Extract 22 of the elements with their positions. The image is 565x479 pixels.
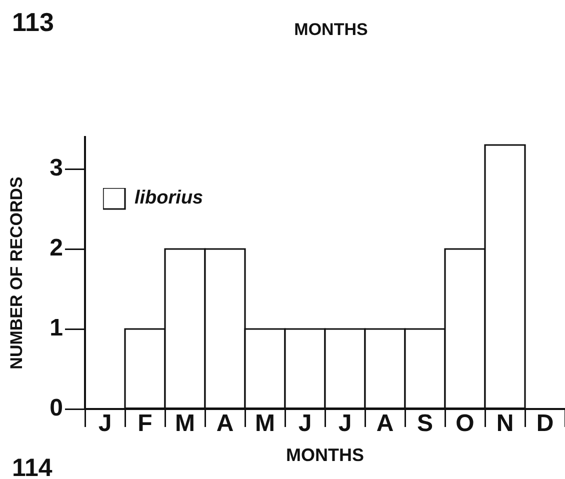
y-tick-label: 3 — [50, 154, 63, 182]
x-tick-label: F — [138, 410, 152, 438]
x-tick-label: O — [456, 410, 474, 438]
x-axis-title: MONTHS — [286, 445, 364, 466]
y-tick-label: 0 — [50, 394, 63, 422]
x-tick-label: A — [376, 410, 394, 438]
x-tick-label: J — [298, 410, 312, 438]
x-tick-label: A — [216, 410, 234, 438]
text: 114 — [12, 454, 52, 479]
x-tick-label: J — [98, 410, 112, 438]
y-axis-title: NUMBER OF RECORDS — [6, 176, 26, 370]
y-tick-label: 2 — [50, 234, 63, 262]
x-tick-label: J — [338, 410, 352, 438]
x-tick-label: N — [496, 410, 514, 438]
x-tick-label: M — [175, 410, 195, 438]
x-tick-label: M — [255, 410, 275, 438]
text: 113 — [12, 7, 54, 37]
legend-label: liborius — [134, 188, 204, 209]
text: MONTHS — [294, 20, 368, 39]
y-tick-label: 1 — [50, 314, 63, 342]
x-tick-label: S — [416, 410, 434, 438]
x-tick-label: D — [536, 410, 554, 438]
